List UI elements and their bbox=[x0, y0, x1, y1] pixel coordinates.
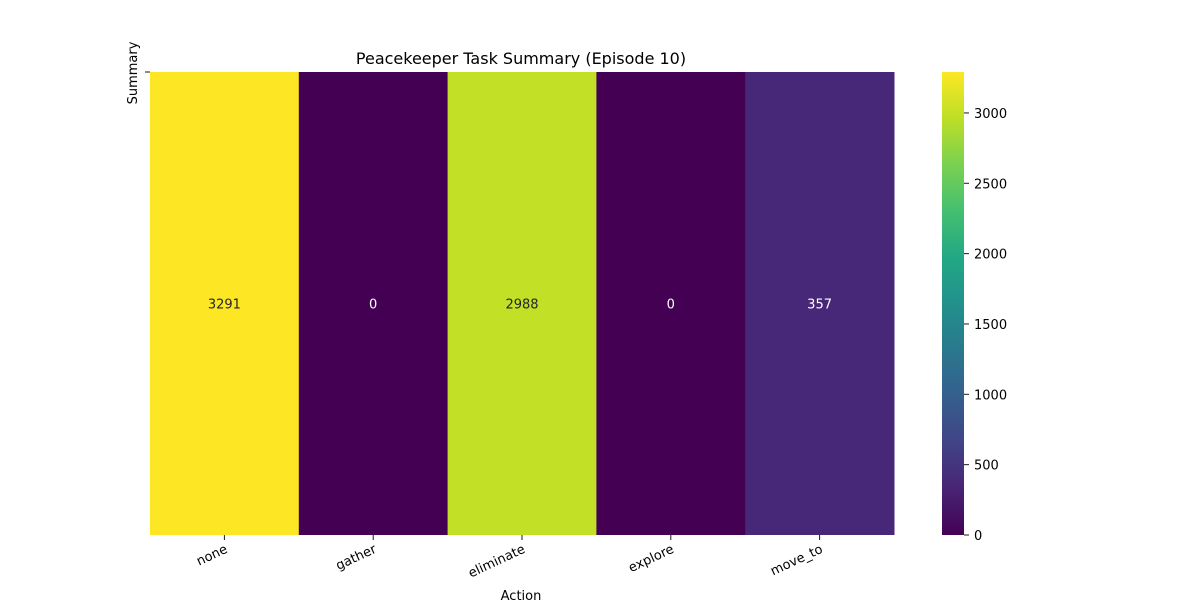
heatmap-cell-gather bbox=[298, 72, 449, 535]
heatmap-cell-none bbox=[150, 72, 300, 535]
heatmap-cell-explore bbox=[596, 72, 746, 535]
colorbar-gradient bbox=[942, 72, 964, 535]
cell-value-label: 3291 bbox=[208, 298, 241, 313]
heatmap-area: 3291 0 2988 0 357 bbox=[150, 72, 895, 535]
x-axis-label: Action bbox=[501, 589, 542, 600]
colorbar-tick-label: 500 bbox=[974, 459, 999, 474]
cell-value-label: 0 bbox=[667, 298, 675, 313]
heatmap-cell-eliminate bbox=[447, 72, 597, 535]
colorbar: 0 500 1000 1500 2000 2500 3000 bbox=[942, 72, 1007, 544]
x-tick-label: none bbox=[194, 542, 230, 569]
cell-value-label: 0 bbox=[369, 298, 377, 313]
chart-title: Peacekeeper Task Summary (Episode 10) bbox=[356, 49, 686, 68]
cell-value-label: 357 bbox=[807, 298, 832, 313]
x-tick-label: move_to bbox=[768, 542, 825, 579]
colorbar-tick-label: 2000 bbox=[974, 248, 1007, 263]
colorbar-tick-label: 1500 bbox=[974, 318, 1007, 333]
x-axis-ticks: none gather eliminate explore move_to bbox=[194, 535, 825, 581]
x-tick-label: explore bbox=[626, 542, 676, 576]
x-tick-label: gather bbox=[334, 542, 380, 574]
colorbar-tick-label: 0 bbox=[974, 529, 982, 544]
colorbar-tick-label: 1000 bbox=[974, 388, 1007, 403]
heatmap-cell-move_to bbox=[745, 72, 895, 535]
cell-value-label: 2988 bbox=[505, 298, 538, 313]
x-tick-label: eliminate bbox=[466, 542, 527, 581]
y-axis-label: Summary bbox=[126, 41, 141, 104]
colorbar-tick-label: 2500 bbox=[974, 177, 1007, 192]
colorbar-tick-label: 3000 bbox=[974, 107, 1007, 122]
colorbar-ticks: 0 500 1000 1500 2000 2500 3000 bbox=[964, 107, 1007, 544]
